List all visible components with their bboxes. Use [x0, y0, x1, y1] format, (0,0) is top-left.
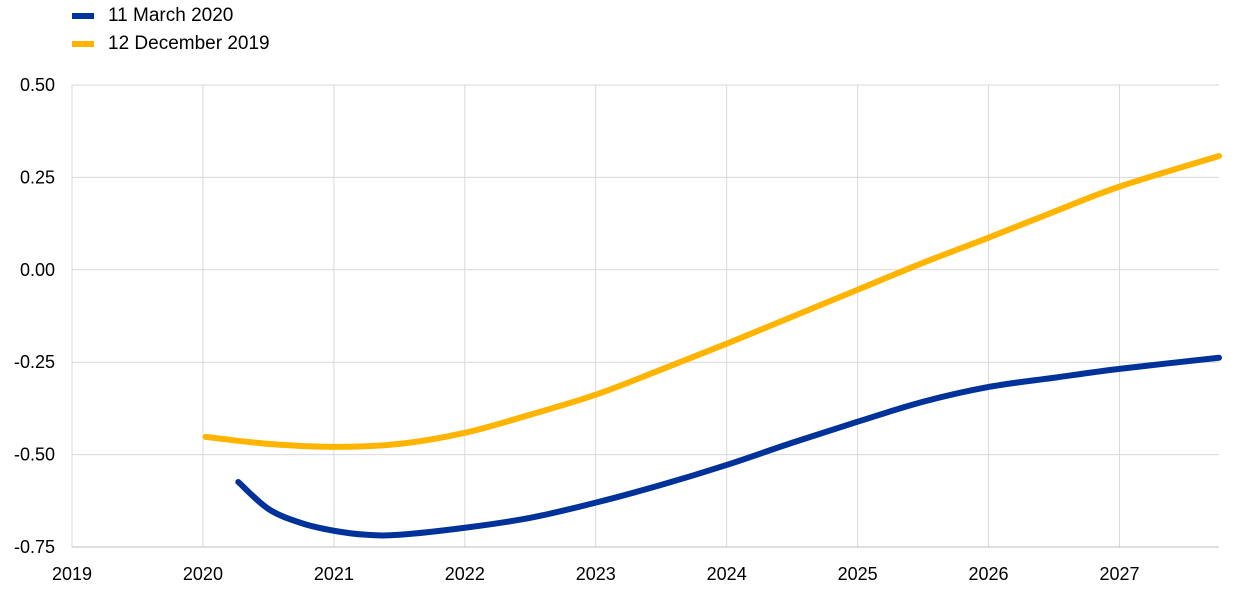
y-tick-label: -0.25	[14, 352, 55, 372]
x-tick-label: 2023	[576, 564, 616, 584]
series-line-1	[202, 152, 1222, 450]
y-tick-label: -0.50	[14, 445, 55, 465]
legend-label: 12 December 2019	[108, 33, 270, 54]
y-tick-label: 0.00	[20, 260, 55, 280]
x-tick-label: 2027	[1099, 564, 1139, 584]
x-tick-label: 2024	[707, 564, 747, 584]
legend-swatch	[72, 13, 94, 19]
y-tick-label: 0.25	[20, 167, 55, 187]
x-tick-label: 2020	[183, 564, 223, 584]
legend-label: 11 March 2020	[108, 5, 234, 26]
legend-swatch	[72, 41, 94, 47]
x-tick-label: 2022	[445, 564, 485, 584]
legend-item-series-0: 11 March 2020	[72, 2, 270, 30]
x-tick-label: 2021	[314, 564, 354, 584]
x-tick-label: 2026	[969, 564, 1009, 584]
y-tick-label: -0.75	[14, 537, 55, 557]
x-tick-label: 2019	[52, 564, 92, 584]
x-tick-label: 2025	[838, 564, 878, 584]
series-line-0	[235, 354, 1222, 539]
legend-item-series-1: 12 December 2019	[72, 30, 270, 58]
y-tick-label: 0.50	[20, 75, 55, 95]
legend: 11 March 2020 12 December 2019	[72, 2, 270, 58]
